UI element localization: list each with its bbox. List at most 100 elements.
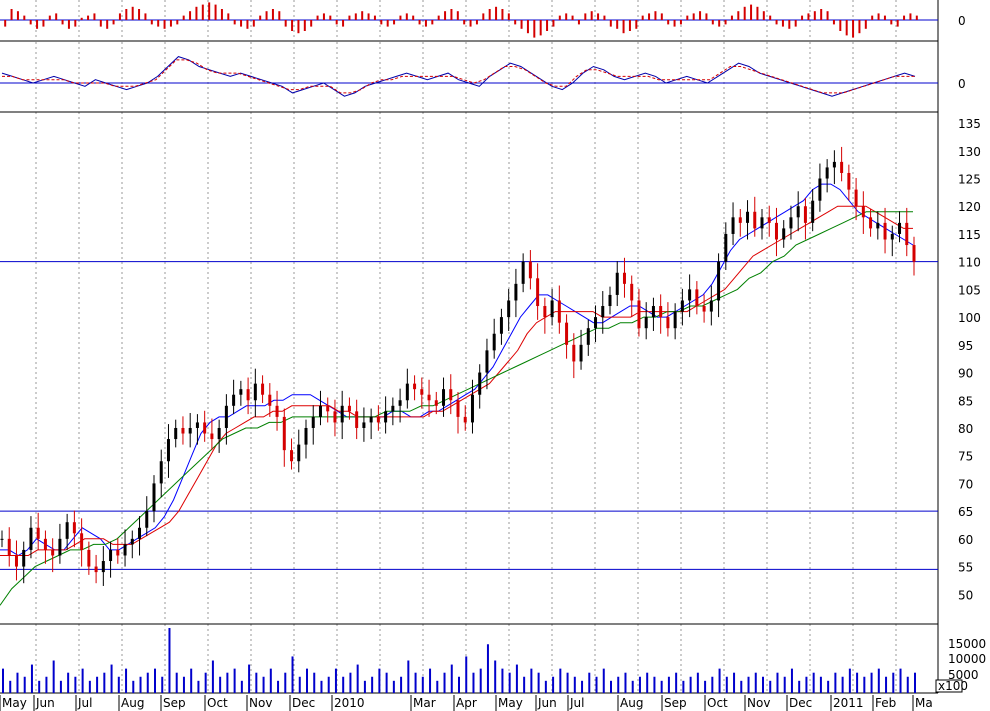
axis-labels: 0 0 135 130 125 120 115 110 105 100 95 90 85 80 75 70 65… [0, 14, 986, 711]
candle-body [253, 383, 257, 401]
price-y-tick: 95 [958, 339, 973, 353]
candle-body [702, 306, 706, 312]
candle-body [333, 411, 337, 423]
volume-panel [2, 628, 916, 693]
moving-average-line [0, 205, 913, 556]
candle-body [803, 206, 807, 223]
candle-body [413, 383, 417, 390]
candle-body [449, 389, 453, 401]
x-tick-label: Sep [664, 696, 687, 710]
candle-body [347, 405, 351, 412]
candle-body [391, 405, 395, 412]
x-tick-label: May [2, 696, 27, 710]
candle-body [398, 400, 402, 406]
price-y-tick: 55 [958, 561, 973, 575]
candle-body [456, 400, 460, 417]
candle-body [87, 549, 91, 567]
x-tick-label: Apr [456, 696, 477, 710]
candle-body [376, 416, 380, 423]
candle-body [774, 222, 778, 240]
candle-body [138, 527, 142, 539]
price-y-tick: 65 [958, 505, 973, 519]
price-y-tick: 110 [958, 256, 981, 270]
x-tick-label: 2010 [334, 696, 365, 710]
candle-body [268, 394, 272, 406]
candle-body [355, 411, 359, 428]
candle-body [890, 233, 894, 240]
candle-body [811, 200, 815, 223]
price-y-tick: 120 [958, 200, 981, 214]
candle-body [311, 416, 315, 428]
candle-body [485, 350, 489, 373]
candle-body [572, 344, 576, 362]
price-y-tick: 50 [958, 588, 973, 602]
candle-body [521, 261, 525, 284]
candle-body [492, 333, 496, 351]
candle-body [630, 283, 634, 301]
candle-body [876, 222, 880, 229]
price-panel [0, 146, 938, 606]
candle-body [224, 405, 228, 428]
histogram-panel [0, 2, 938, 38]
candle-body [818, 178, 822, 201]
candle-body [80, 533, 84, 550]
candle-body [369, 416, 373, 423]
candle-body [159, 461, 163, 484]
x-tick-label: Feb [875, 696, 896, 710]
candle-body [290, 450, 294, 462]
candle-body [847, 172, 851, 190]
candle-body [405, 383, 409, 401]
candle-body [166, 439, 170, 462]
candle-body [840, 161, 844, 173]
x-tick-label: May [498, 696, 523, 710]
candle-body [905, 222, 909, 246]
candle-body [796, 206, 800, 218]
candle-body [65, 522, 69, 539]
candle-body [275, 405, 279, 417]
x-tick-label: Nov [249, 696, 272, 710]
x-tick-label: Aug [121, 696, 144, 710]
candle-body [72, 522, 76, 534]
oscillator-line [2, 59, 915, 94]
candle-body [14, 555, 18, 567]
candle-body [898, 222, 902, 234]
candle-body [536, 278, 540, 307]
volume-y-tick: 10000 [948, 652, 986, 666]
x-tick-label: Dec [789, 696, 812, 710]
candle-body [384, 411, 388, 423]
candle-body [579, 344, 583, 362]
candle-body [232, 394, 236, 406]
candle-body [586, 328, 590, 345]
candle-body [565, 322, 569, 345]
candle-body [203, 422, 207, 434]
price-y-tick: 80 [958, 422, 973, 436]
x-tick-label: Jul [569, 696, 584, 710]
candle-body [58, 538, 62, 556]
candle-body [666, 317, 670, 329]
candle-body [470, 394, 474, 423]
candle-body [651, 306, 655, 318]
price-y-tick: 70 [958, 477, 973, 491]
price-y-tick: 85 [958, 394, 973, 408]
candle-body [688, 289, 692, 301]
candle-body [709, 300, 713, 312]
price-y-tick: 130 [958, 145, 981, 159]
candle-body [615, 272, 619, 295]
candle-body [746, 211, 750, 223]
candle-body [297, 444, 301, 462]
x-tick-label: 2011 [833, 696, 864, 710]
candle-body [673, 311, 677, 329]
x-tick-label: Ma [915, 696, 933, 710]
candle-body [51, 549, 55, 556]
candle-body [0, 538, 4, 540]
candle-body [717, 261, 721, 301]
candle-body [282, 416, 286, 451]
candle-body [738, 217, 742, 223]
candle-body [861, 206, 865, 218]
candle-body [869, 217, 873, 229]
price-y-tick: 125 [958, 173, 981, 187]
oscillator-line [1, 56, 916, 97]
volume-y-tick: 15000 [948, 637, 986, 651]
volume-y-tick: 5000 [948, 668, 979, 682]
